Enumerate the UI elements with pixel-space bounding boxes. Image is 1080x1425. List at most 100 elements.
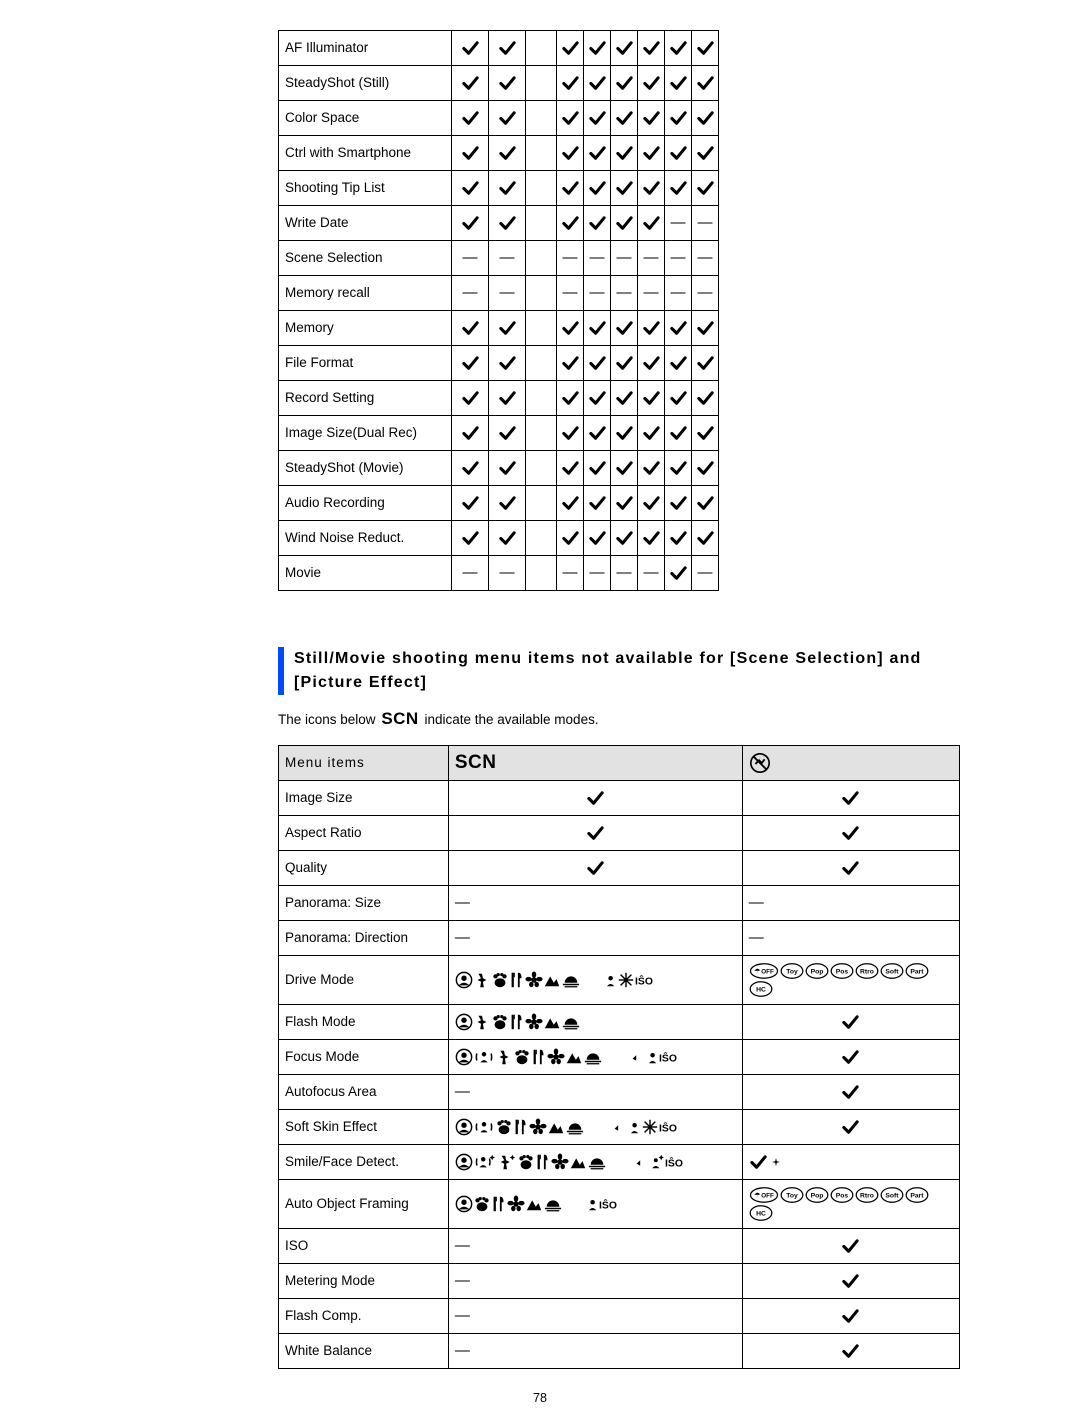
table-row: Focus ModeIŜO xyxy=(279,1040,960,1075)
availability-cell: — xyxy=(489,556,526,591)
availability-cell xyxy=(557,346,584,381)
availability-cell xyxy=(452,66,489,101)
spacer-cell xyxy=(526,416,557,451)
check-icon xyxy=(586,109,608,128)
check-icon xyxy=(559,144,581,163)
check-icon xyxy=(640,74,662,93)
svg-text:Part: Part xyxy=(910,1193,924,1200)
availability-cell: — xyxy=(584,556,611,591)
availability-cell xyxy=(665,31,692,66)
availability-cell: — xyxy=(638,241,665,276)
check-icon xyxy=(667,494,689,513)
check-icon xyxy=(491,39,523,58)
check-icon xyxy=(455,859,736,878)
availability-cell: — xyxy=(557,556,584,591)
availability-cell xyxy=(638,101,665,136)
availability-cell xyxy=(557,136,584,171)
check-icon xyxy=(613,354,635,373)
svg-text:Rtro: Rtro xyxy=(860,969,874,976)
availability-cell: — xyxy=(692,276,719,311)
table-row: Memory recall———————— xyxy=(279,276,719,311)
table-row: Drive ModeIŜO☂OFFToyPopPosRtroSoftPartHC xyxy=(279,956,960,1005)
check-icon xyxy=(749,789,953,808)
menu-item-label: White Balance xyxy=(279,1334,449,1369)
spacer-cell xyxy=(526,31,557,66)
availability-cell xyxy=(557,171,584,206)
availability-cell xyxy=(489,171,526,206)
availability-cell xyxy=(692,381,719,416)
svg-text:Soft: Soft xyxy=(885,1193,899,1200)
spacer-cell xyxy=(526,206,557,241)
check-icon xyxy=(640,214,662,233)
check-icon xyxy=(586,354,608,373)
check-icon xyxy=(640,179,662,198)
scene-mode-icons: IŜO xyxy=(455,1154,691,1169)
table-row: Memory xyxy=(279,311,719,346)
availability-cell xyxy=(665,171,692,206)
picture-effect-cell: ☂OFFToyPopPosRtroSoftPartHC xyxy=(742,956,959,1005)
check-icon xyxy=(694,389,716,408)
footnote-star-icon xyxy=(772,1154,780,1169)
availability-cell xyxy=(452,381,489,416)
check-icon xyxy=(640,144,662,163)
availability-cell xyxy=(692,171,719,206)
availability-cell xyxy=(489,31,526,66)
menu-item-label: SteadyShot (Still) xyxy=(279,66,452,101)
check-icon xyxy=(586,424,608,443)
availability-cell xyxy=(611,346,638,381)
svg-text:Toy: Toy xyxy=(786,969,798,976)
availability-cell xyxy=(638,486,665,521)
availability-cell xyxy=(557,66,584,101)
availability-cell xyxy=(611,311,638,346)
menu-item-label: Memory recall xyxy=(279,276,452,311)
menu-item-label: Focus Mode xyxy=(279,1040,449,1075)
scn-cell: — xyxy=(448,1075,742,1110)
availability-cell xyxy=(665,521,692,556)
availability-cell xyxy=(611,521,638,556)
check-icon xyxy=(586,74,608,93)
availability-cell: — xyxy=(611,556,638,591)
check-icon xyxy=(586,144,608,163)
table-row: SteadyShot (Movie) xyxy=(279,451,719,486)
column-header-picture-effect xyxy=(742,746,959,781)
check-icon xyxy=(559,109,581,128)
menu-item-label: Record Setting xyxy=(279,381,452,416)
menu-item-label: Auto Object Framing xyxy=(279,1180,449,1229)
svg-text:HC: HC xyxy=(756,987,766,994)
check-icon xyxy=(559,424,581,443)
menu-item-label: Audio Recording xyxy=(279,486,452,521)
availability-cell xyxy=(489,416,526,451)
check-icon xyxy=(640,109,662,128)
table-row: White Balance— xyxy=(279,1334,960,1369)
check-icon xyxy=(694,179,716,198)
check-icon xyxy=(491,529,523,548)
svg-text:Pop: Pop xyxy=(810,969,823,976)
availability-cell xyxy=(584,206,611,241)
availability-cell xyxy=(452,416,489,451)
check-icon xyxy=(613,109,635,128)
menu-item-label: Flash Comp. xyxy=(279,1299,449,1334)
check-icon xyxy=(454,459,486,478)
check-icon xyxy=(613,319,635,338)
table-row: Shooting Tip List xyxy=(279,171,719,206)
availability-cell xyxy=(665,556,692,591)
availability-cell xyxy=(638,451,665,486)
check-icon xyxy=(491,144,523,163)
check-icon xyxy=(667,424,689,443)
availability-cell xyxy=(665,66,692,101)
spacer-cell xyxy=(526,66,557,101)
table-row: Audio Recording xyxy=(279,486,719,521)
picture-effect-mode-icons: ☂OFFToyPopPosRtroSoftPartHC xyxy=(749,963,930,996)
menu-item-label: Aspect Ratio xyxy=(279,816,449,851)
spacer-cell xyxy=(526,276,557,311)
table-row: Autofocus Area— xyxy=(279,1075,960,1110)
section-note: The icons below SCN indicate the availab… xyxy=(278,709,1080,729)
check-icon xyxy=(667,564,689,583)
check-icon xyxy=(749,824,953,843)
table-row: Metering Mode— xyxy=(279,1264,960,1299)
table-row: ISO— xyxy=(279,1229,960,1264)
availability-cell xyxy=(611,136,638,171)
svg-text:Pos: Pos xyxy=(836,969,849,976)
check-icon xyxy=(559,319,581,338)
scn-cell: IŜO xyxy=(448,1040,742,1075)
